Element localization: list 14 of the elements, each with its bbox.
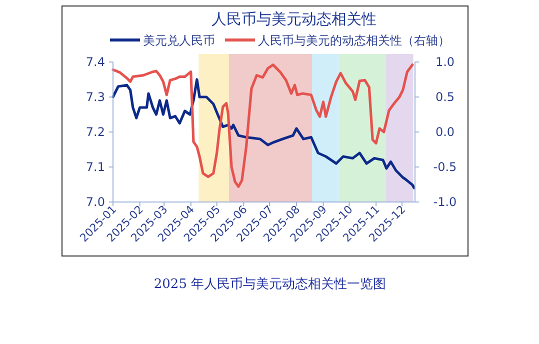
- y2-tick-label: -0.5: [433, 160, 457, 174]
- chart-title: 人民币与美元动态相关性: [212, 10, 376, 28]
- y-tick-label: 7.3: [86, 90, 105, 104]
- y2-tick-label: -1.0: [433, 195, 457, 209]
- legend-label: 人民币与美元的动态相关性（右轴）: [258, 34, 450, 48]
- y2-tick-label: 1.0: [435, 55, 455, 69]
- text: 2025 年人民币与美元动态相关性一览图: [154, 276, 386, 292]
- y2-tick-label: 0.0: [435, 125, 455, 139]
- y2-tick-label: 0.5: [435, 90, 455, 104]
- y-tick-label: 7.0: [86, 195, 105, 209]
- y-tick-label: 7.1: [86, 160, 105, 174]
- legend-label: 美元兑人民币: [143, 34, 215, 48]
- y-tick-label: 7.2: [86, 125, 105, 139]
- y-tick-label: 7.4: [86, 55, 105, 69]
